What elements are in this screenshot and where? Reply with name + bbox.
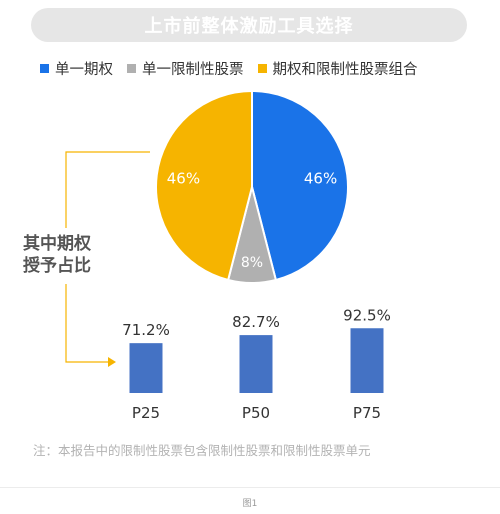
footnote: 注：本报告中的限制性股票包含限制性股票和限制性股票单元 bbox=[33, 443, 371, 458]
legend-item-combo: 期权和限制性股票组合 bbox=[257, 58, 418, 79]
legend: 单一期权 单一限制性股票 期权和限制性股票组合 bbox=[40, 58, 480, 79]
bar-category-label: P25 bbox=[132, 404, 160, 422]
divider bbox=[0, 487, 500, 488]
legend-swatch-combo bbox=[257, 64, 267, 73]
legend-swatch-restricted bbox=[127, 64, 136, 73]
legend-item-option: 单一期权 bbox=[40, 58, 113, 79]
bracket-line-top bbox=[65, 151, 150, 228]
legend-label-combo: 期权和限制性股票组合 bbox=[272, 62, 418, 78]
legend-label-restricted: 单一限制性股票 bbox=[142, 62, 244, 78]
bracket-label-line1: 其中期权 bbox=[23, 234, 91, 254]
pie-slice-restricted-label: 8% bbox=[241, 255, 263, 271]
page-title: 上市前整体激励工具选择 bbox=[31, 8, 467, 42]
bar-chart: 71.2% P25 82.7% P50 92.5% P75 bbox=[122, 306, 391, 422]
pie-slice-combo bbox=[155, 89, 253, 282]
bracket-line-bottom bbox=[65, 284, 108, 363]
bar-p50 bbox=[239, 335, 273, 393]
bar-p25 bbox=[129, 343, 163, 393]
bar-category-label: P50 bbox=[242, 404, 270, 422]
bar-category-label: P75 bbox=[353, 404, 381, 422]
bar-value-label: 82.7% bbox=[232, 313, 280, 331]
bracket-label-line2: 授予占比 bbox=[23, 256, 91, 276]
legend-swatch-option bbox=[40, 64, 49, 73]
bracket-label: 其中期权 授予占比 bbox=[23, 233, 91, 277]
legend-item-restricted: 单一限制性股票 bbox=[127, 58, 244, 79]
pie-slice-option-label: 46% bbox=[304, 169, 337, 187]
figure-caption: 图1 bbox=[242, 499, 258, 509]
bracket-connector bbox=[65, 151, 150, 367]
pie-chart: 46% 8% 46% bbox=[155, 89, 349, 284]
bracket-arrow-icon bbox=[108, 357, 116, 367]
pie-slice-combo-label: 46% bbox=[167, 169, 200, 187]
legend-label-option: 单一期权 bbox=[55, 62, 113, 78]
bar-value-label: 71.2% bbox=[122, 321, 170, 339]
chart-canvas: 46% 8% 46% 71.2% P25 82.7% P50 92.5% P75 bbox=[65, 89, 391, 422]
bar-value-label: 92.5% bbox=[343, 306, 391, 324]
pie-slice-option bbox=[251, 89, 349, 282]
bar-p75 bbox=[350, 328, 384, 393]
